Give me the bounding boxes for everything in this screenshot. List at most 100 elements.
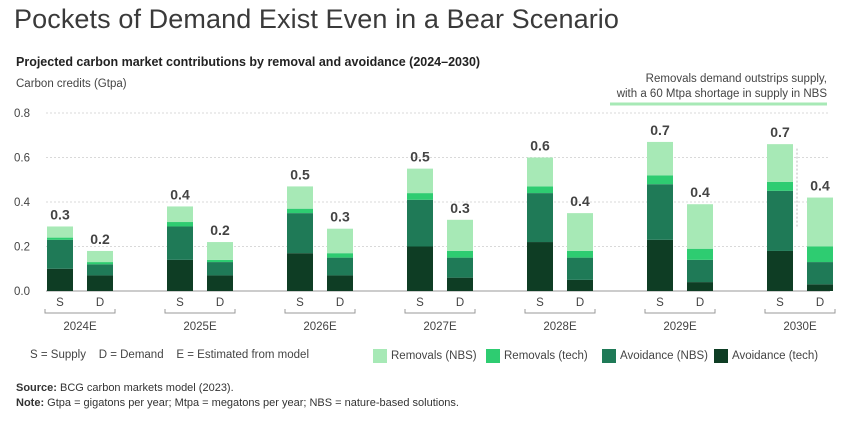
bar-segment <box>807 284 833 291</box>
x-category-label: 2024E <box>63 321 97 333</box>
y-tick-label: 0.0 <box>14 286 30 298</box>
bar-segment <box>447 250 473 258</box>
bar-segment <box>447 219 473 251</box>
bar-segment <box>47 239 73 269</box>
legend-label-removals-tech: Removals (tech) <box>504 350 588 362</box>
supply-total-label: 0.6 <box>530 138 550 154</box>
supply-bar-label: S <box>416 297 424 309</box>
bar-segment <box>207 262 233 276</box>
callout-annotation: Removals demand outstrips supply, with a… <box>527 72 827 102</box>
bar-segment <box>767 250 793 291</box>
callout-line-1: Removals demand outstrips supply, <box>645 73 827 85</box>
demand-bar-label: D <box>576 297 584 309</box>
bar-segment <box>767 190 793 251</box>
demand-total-label: 0.3 <box>330 209 350 225</box>
legend-swatch-avoidance-nbs <box>602 349 616 363</box>
y-tick-label: 0.4 <box>14 197 31 209</box>
x-category-label: 2029E <box>663 321 697 333</box>
bar-segment <box>687 282 713 291</box>
supply-total-label: 0.5 <box>290 166 310 182</box>
bar-segment <box>767 144 793 182</box>
bar-segment <box>567 250 593 258</box>
supply-bar-label: S <box>536 297 544 309</box>
footer-notes: Source: BCG carbon markets model (2023).… <box>16 381 459 411</box>
demand-total-label: 0.4 <box>810 178 830 194</box>
demand-bar-label: D <box>336 297 344 309</box>
demand-bar-label: D <box>96 297 104 309</box>
bar-segment <box>807 197 833 247</box>
bar-segment <box>527 193 553 243</box>
bar-segment <box>167 206 193 223</box>
supply-total-label: 0.4 <box>170 186 190 202</box>
year-bracket <box>524 309 596 314</box>
x-category-label: 2026E <box>303 321 337 333</box>
bar-segment <box>207 242 233 260</box>
note-label: Note: <box>16 397 45 409</box>
chart-subtitle: Projected carbon market contributions by… <box>16 55 481 69</box>
bar-segment <box>447 257 473 278</box>
bar-segment <box>287 213 313 254</box>
supply-bar-label: S <box>56 297 64 309</box>
y-tick-label: 0.2 <box>14 242 30 254</box>
bar-segment <box>567 213 593 251</box>
bar-segment <box>287 253 313 291</box>
legend-item-avoidance-tech: Avoidance (tech) <box>714 349 818 363</box>
bar-segment <box>767 181 793 191</box>
demand-total-label: 0.2 <box>90 231 110 247</box>
note-line: Note: Gtpa = gigatons per year; Mtpa = m… <box>16 396 459 411</box>
bar-segment <box>567 257 593 280</box>
year-bracket <box>284 309 356 314</box>
bar-segment <box>327 257 353 276</box>
stacked-bar-chart: 0.0 0.2 0.4 0.6 0.8 0.3 S 0.2 D 2024E 0.4 S 0.2 D 2025… <box>14 102 836 333</box>
supply-total-label: 0.3 <box>50 206 70 222</box>
demand-bar-label: D <box>816 297 824 309</box>
source-note: Source: BCG carbon markets model (2023). <box>16 381 459 396</box>
bar-segment <box>527 186 553 194</box>
bar-segment <box>47 226 73 238</box>
demand-bar-label: D <box>456 297 464 309</box>
bar-segment <box>807 246 833 263</box>
demand-total-label: 0.4 <box>690 184 710 200</box>
year-bracket <box>764 309 836 314</box>
chart-legend: S = Supply D = Demand E = Estimated from… <box>0 349 847 365</box>
legend-item-removals-nbs: Removals (NBS) <box>373 349 477 363</box>
bar-segment <box>527 157 553 187</box>
bar-segment <box>407 193 433 200</box>
bar-segment <box>87 250 113 263</box>
supply-bar-label: S <box>656 297 664 309</box>
y-tick-label: 0.6 <box>14 153 30 165</box>
abbreviation-key: S = Supply D = Demand E = Estimated from… <box>30 349 309 361</box>
bar-segment <box>687 248 713 260</box>
supply-bar-label: S <box>776 297 784 309</box>
bar-segment <box>327 253 353 258</box>
demand-total-label: 0.3 <box>450 200 470 216</box>
bar-segment <box>567 279 593 291</box>
bar-segment <box>407 246 433 291</box>
bar-segment <box>447 277 473 291</box>
supply-bar-label: S <box>296 297 304 309</box>
supply-total-label: 0.7 <box>770 124 790 140</box>
demand-total-label: 0.2 <box>210 222 230 238</box>
legend-label-avoidance-tech: Avoidance (tech) <box>732 350 819 362</box>
legend-swatch-avoidance-tech <box>714 349 728 363</box>
bar-segment <box>287 186 313 209</box>
legend-item-removals-tech: Removals (tech) <box>486 349 588 363</box>
bar-segment <box>47 268 73 291</box>
supply-bar-label: S <box>176 297 184 309</box>
bar-segment <box>207 259 233 263</box>
bar-segment <box>167 259 193 291</box>
bar-segment <box>647 184 673 240</box>
page-title: Pockets of Demand Exist Even in a Bear S… <box>14 4 620 34</box>
legend-label-avoidance-nbs: Avoidance (NBS) <box>620 350 708 362</box>
source-text: BCG carbon markets model (2023). <box>56 382 234 394</box>
bar-segment <box>47 237 73 240</box>
note-text: Gtpa = gigatons per year; Mtpa = megaton… <box>44 397 459 409</box>
x-category-label: 2030E <box>783 321 817 333</box>
x-category-label: 2027E <box>423 321 457 333</box>
bar-segment <box>407 168 433 194</box>
bar-segment <box>87 275 113 291</box>
legend-item-avoidance-nbs: Avoidance (NBS) <box>602 349 708 363</box>
bar-segment <box>647 141 673 176</box>
bar-segment <box>527 242 553 291</box>
y-tick-label: 0.8 <box>14 108 30 120</box>
